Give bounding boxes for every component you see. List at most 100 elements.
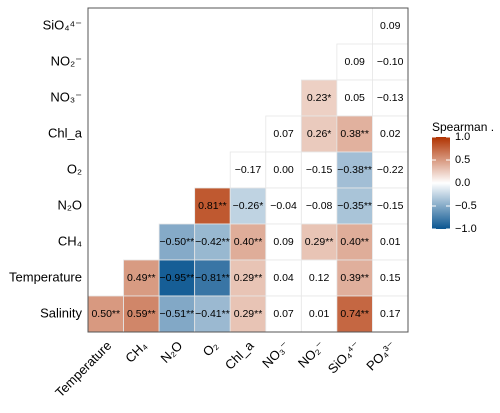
cell-label: 0.29** <box>234 308 263 320</box>
y-tick-label: NO₃⁻ <box>50 89 82 104</box>
cell <box>372 223 409 261</box>
colorbar-label: 0.0 <box>455 177 470 189</box>
cell-label: 0.40** <box>234 236 263 248</box>
cell-label: 0.17 <box>380 308 401 320</box>
cell-label: 0.23* <box>307 92 332 104</box>
cell-label: −0.13 <box>377 92 404 104</box>
cell-label: −0.35** <box>337 200 372 212</box>
cell-label: 0.01 <box>380 236 401 248</box>
cell-label: 0.00 <box>273 164 294 176</box>
y-tick-label: Salinity <box>40 305 82 320</box>
cell-label: 0.05 <box>344 92 365 104</box>
cell-label: −0.50** <box>160 236 195 248</box>
cell <box>265 259 302 297</box>
cell <box>87 295 124 333</box>
cell <box>265 151 302 189</box>
cell-label: −0.10 <box>377 56 404 68</box>
cell-label: −0.51** <box>160 308 195 320</box>
cell <box>372 259 409 297</box>
cell <box>300 259 338 297</box>
cell-label: −0.17 <box>235 164 262 176</box>
y-tick-label: O₂ <box>67 161 82 176</box>
colorbar-label: −1.0 <box>455 223 477 235</box>
x-tick-label: NO₃⁻ <box>259 338 292 371</box>
cell <box>265 223 302 261</box>
x-tick-label: N₂O <box>157 338 185 366</box>
cell-label: −0.41** <box>195 308 230 320</box>
cell-label: −0.22 <box>377 164 404 176</box>
x-tick-label: NO₂⁻ <box>295 338 328 371</box>
colorbar-label: 0.5 <box>455 154 470 166</box>
cell-label: −0.81** <box>195 272 230 284</box>
y-tick-label: Temperature <box>9 269 82 284</box>
y-tick-label: SiO₄⁴⁻ <box>43 17 82 32</box>
cell <box>158 223 196 261</box>
cell-label: −0.04 <box>270 200 297 212</box>
cell <box>300 187 338 225</box>
legend-title: Spearman . <box>432 120 494 134</box>
y-tick-label: N₂O <box>57 197 82 212</box>
cell <box>265 115 302 153</box>
cell <box>336 223 373 261</box>
colorbar-label: 1.0 <box>455 131 470 143</box>
cell-label: −0.15 <box>377 200 404 212</box>
x-tick-label: Temperature <box>52 338 114 400</box>
cell <box>123 259 160 297</box>
cell-label: −0.08 <box>306 200 333 212</box>
cell <box>229 151 267 189</box>
cell <box>336 115 373 153</box>
cell-label: 0.09 <box>344 56 365 68</box>
cell-label: 0.07 <box>273 308 294 320</box>
cell <box>372 79 409 117</box>
cell-label: −0.26* <box>233 200 264 212</box>
cell-label: −0.15 <box>306 164 333 176</box>
cell <box>265 295 302 333</box>
cell <box>194 259 231 297</box>
y-tick-label: CH₄ <box>58 233 82 248</box>
colorbar <box>432 137 450 229</box>
cell <box>300 115 338 153</box>
cell-label: 0.09 <box>273 236 294 248</box>
cell-label: 0.29** <box>305 236 334 248</box>
cell <box>265 187 302 225</box>
cell <box>229 223 267 261</box>
cell-label: 0.40** <box>340 236 369 248</box>
cell-label: −0.38** <box>337 164 372 176</box>
cell <box>229 295 267 333</box>
cell <box>123 295 160 333</box>
colorbar-label: −0.5 <box>455 200 477 212</box>
cell-label: 0.02 <box>380 128 401 140</box>
cell-label: −0.42** <box>195 236 230 248</box>
cell-label: 0.38** <box>340 128 369 140</box>
cell-label: 0.12 <box>309 272 330 284</box>
cell-label: 0.15 <box>380 272 401 284</box>
cell-label: 0.29** <box>234 272 263 284</box>
cell-label: 0.50** <box>91 308 120 320</box>
cell <box>336 151 373 189</box>
x-tick-label: PO₄³⁻ <box>363 338 399 374</box>
cell-label: 0.04 <box>273 272 294 284</box>
y-tick-label: Chl_a <box>48 125 83 140</box>
y-tick-label: NO₂⁻ <box>51 53 82 68</box>
cell-label: 0.09 <box>380 20 401 32</box>
x-tick-label: Chl_a <box>222 337 257 372</box>
x-tick-label: O₂ <box>200 338 221 359</box>
panel-border <box>87 7 409 333</box>
cell-label: 0.81** <box>198 200 227 212</box>
cell <box>300 151 338 189</box>
cell-label: 0.59** <box>127 308 156 320</box>
cell <box>336 295 373 333</box>
cell-label: 0.49** <box>127 272 156 284</box>
cell <box>336 79 373 117</box>
x-tick-label: SiO₄⁴⁻ <box>325 338 363 376</box>
cell-label: 0.39** <box>340 272 369 284</box>
cell-label: 0.26* <box>307 128 332 140</box>
x-tick-label: CH₄ <box>122 338 150 366</box>
cell-label: −0.95** <box>160 272 195 284</box>
cell <box>300 295 338 333</box>
cell <box>158 295 196 333</box>
cell-label: 0.01 <box>309 308 330 320</box>
cell <box>229 259 267 297</box>
cell <box>372 151 409 189</box>
